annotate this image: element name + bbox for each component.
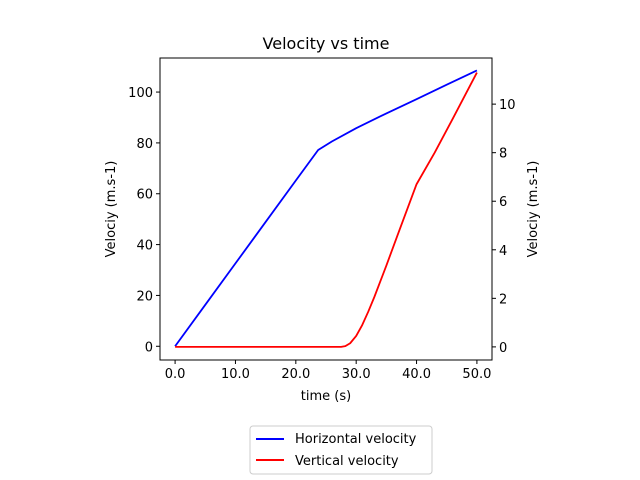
y-left-axis-ticks: 0 20 40 60 80 100	[128, 86, 160, 355]
x-tick-label: 30.0	[342, 367, 371, 382]
y-right-tick-label: 2	[499, 292, 507, 307]
plot-frame	[159, 57, 493, 361]
x-tick-label: 50.0	[462, 367, 491, 382]
legend-label-horizontal-velocity: Horizontal velocity	[295, 432, 417, 447]
x-tick-label: 10.0	[221, 367, 250, 382]
y-right-tick-label: 6	[499, 195, 507, 210]
x-axis-label: time (s)	[301, 389, 351, 404]
y-left-tick-label: 0	[145, 340, 153, 355]
y-right-axis-label: Velociy (m.s-1)	[526, 161, 541, 258]
y-right-tick-label: 8	[499, 147, 507, 162]
y-left-tick-label: 40	[136, 239, 153, 254]
legend-box	[249, 425, 433, 475]
plot-area	[159, 57, 493, 361]
y-left-tick-label: 80	[136, 137, 153, 152]
y-left-tick-label: 20	[136, 289, 153, 304]
legend: Horizontal velocity Vertical velocity	[249, 425, 433, 475]
y-right-tick-label: 0	[499, 341, 507, 356]
x-tick-label: 0.0	[165, 367, 186, 382]
y-left-tick-label: 60	[136, 188, 153, 203]
series-line-horizontal-velocity	[174, 69, 478, 347]
x-tick-label: 40.0	[402, 367, 431, 382]
y-right-tick-label: 4	[499, 244, 507, 259]
y-right-tick-label: 10	[499, 98, 516, 113]
series-line-vertical-velocity	[175, 72, 478, 348]
y-left-tick-label: 100	[128, 86, 153, 101]
series-layer	[174, 69, 478, 348]
x-axis-ticks: 0.0 10.0 20.0 30.0 40.0 50.0	[165, 360, 491, 382]
y-right-axis-ticks: 0 2 4 6 8 10	[492, 98, 516, 356]
chart-title: Velocity vs time	[263, 34, 390, 53]
y-left-axis-label: Velociy (m.s-1)	[104, 161, 119, 258]
legend-label-vertical-velocity: Vertical velocity	[295, 454, 399, 469]
x-tick-label: 20.0	[281, 367, 310, 382]
